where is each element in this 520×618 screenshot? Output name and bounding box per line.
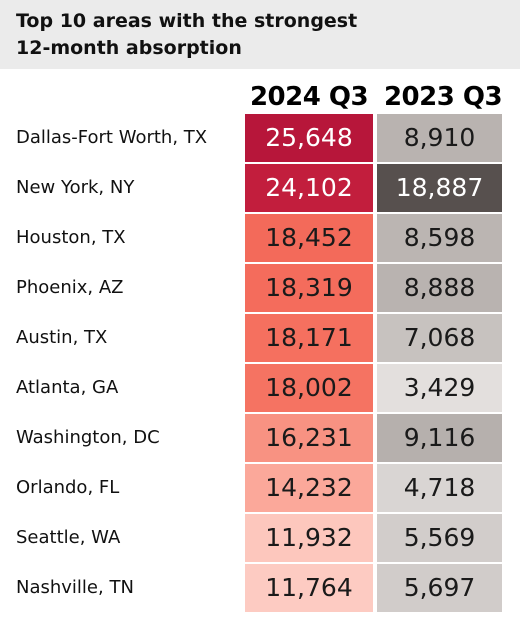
chart-title-line-1: Top 10 areas with the strongest <box>16 10 358 32</box>
area-label: Phoenix, AZ <box>16 277 124 298</box>
area-label: Dallas-Fort Worth, TX <box>16 127 208 148</box>
area-label: Washington, DC <box>16 427 160 448</box>
value-cell-2023-q3: 8,888 <box>377 264 502 312</box>
value-cell-2024-q3: 16,231 <box>245 414 373 462</box>
value-cell-2024-q3: 11,764 <box>245 564 373 612</box>
area-label: Nashville, TN <box>16 577 134 598</box>
table-row: Houston, TX 18,452 8,598 <box>0 214 520 262</box>
table-row: Dallas-Fort Worth, TX 25,648 8,910 <box>0 114 520 162</box>
value-cell-2023-q3: 3,429 <box>377 364 502 412</box>
chart-title-line-2: 12-month absorption <box>16 37 242 59</box>
table-row: New York, NY 24,102 18,887 <box>0 164 520 212</box>
value-cell-2023-q3: 8,910 <box>377 114 502 162</box>
table-row: Phoenix, AZ 18,319 8,888 <box>0 264 520 312</box>
value-cell-2023-q3: 4,718 <box>377 464 502 512</box>
value-cell-2024-q3: 25,648 <box>245 114 373 162</box>
table-row: Austin, TX 18,171 7,068 <box>0 314 520 362</box>
value-cell-2023-q3: 7,068 <box>377 314 502 362</box>
table-row: Atlanta, GA 18,002 3,429 <box>0 364 520 412</box>
value-cell-2024-q3: 18,319 <box>245 264 373 312</box>
value-cell-2024-q3: 18,002 <box>245 364 373 412</box>
column-header-2023-q3: 2023 Q3 <box>383 82 503 112</box>
area-label: Seattle, WA <box>16 527 121 548</box>
value-cell-2023-q3: 9,116 <box>377 414 502 462</box>
area-label: New York, NY <box>16 177 135 198</box>
value-cell-2023-q3: 18,887 <box>377 164 502 212</box>
table-row: Seattle, WA 11,932 5,569 <box>0 514 520 562</box>
area-label: Houston, TX <box>16 227 126 248</box>
table-row: Washington, DC 16,231 9,116 <box>0 414 520 462</box>
value-cell-2024-q3: 18,171 <box>245 314 373 362</box>
value-cell-2024-q3: 18,452 <box>245 214 373 262</box>
area-label: Austin, TX <box>16 327 108 348</box>
column-header-2024-q3: 2024 Q3 <box>249 82 369 112</box>
title-box: Top 10 areas with the strongest 12-month… <box>0 0 520 69</box>
value-cell-2024-q3: 14,232 <box>245 464 373 512</box>
value-cell-2024-q3: 24,102 <box>245 164 373 212</box>
area-label: Atlanta, GA <box>16 377 119 398</box>
area-label: Orlando, FL <box>16 477 120 498</box>
value-cell-2024-q3: 11,932 <box>245 514 373 562</box>
value-cell-2023-q3: 5,569 <box>377 514 502 562</box>
table-row: Nashville, TN 11,764 5,697 <box>0 564 520 612</box>
value-cell-2023-q3: 5,697 <box>377 564 502 612</box>
table-row: Orlando, FL 14,232 4,718 <box>0 464 520 512</box>
value-cell-2023-q3: 8,598 <box>377 214 502 262</box>
